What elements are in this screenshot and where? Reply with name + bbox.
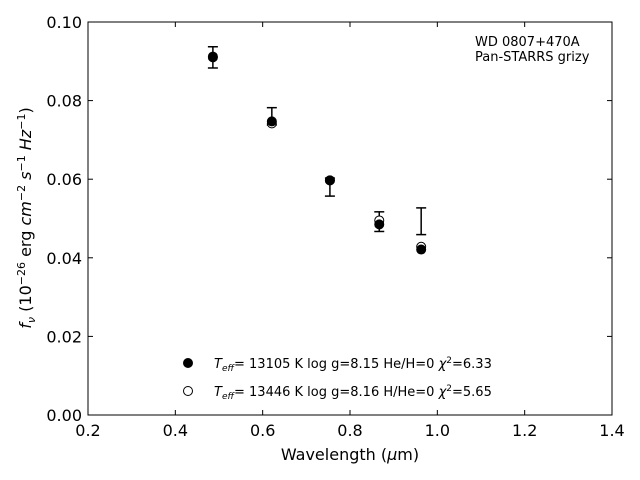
x-tick-label: 1.2 (512, 421, 537, 440)
legend-label-1: Teff= 13105 K log g=8.15 He/H=0 χ2=6.33 (214, 356, 492, 374)
y-axis-label: fν (10−26 erg cm−2 s−1 Hz−1) (15, 107, 38, 328)
axis-ticks: 0.2 0.4 0.6 0.8 1.0 1.2 1.4 0.00 0.02 0.04 0.06 0.0… (46, 13, 624, 440)
y-tick-label: 0.08 (46, 92, 82, 111)
x-tick-label: 0.4 (163, 421, 188, 440)
x-tick-label: 1.4 (599, 421, 624, 440)
annotation-line-2: Pan-STARRS grizy (475, 50, 590, 65)
model-point-filled (324, 175, 335, 186)
model-point-filled (416, 244, 427, 255)
y-tick-label: 0.06 (46, 170, 82, 189)
legend-label-2: Teff= 13446 K log g=8.16 H/He=0 χ2=5.65 (214, 384, 492, 402)
x-tick-label: 0.2 (75, 421, 100, 440)
model-point-filled (207, 52, 218, 63)
model-point-filled (266, 116, 277, 127)
model-point-filled (374, 219, 385, 230)
plot-frame (87, 21, 613, 416)
legend: Teff= 13105 K log g=8.15 He/H=0 χ2=6.33 … (183, 356, 492, 402)
legend-marker-filled (183, 358, 193, 368)
annotation-line-1: WD 0807+470A (475, 35, 580, 50)
x-tick-label: 1.0 (425, 421, 450, 440)
data-points (207, 51, 427, 255)
legend-marker-open (183, 386, 193, 396)
y-tick-label: 0.02 (46, 327, 82, 346)
y-tick-label: 0.00 (46, 406, 82, 425)
x-tick-label: 0.8 (337, 421, 362, 440)
x-tick-label: 0.6 (250, 421, 275, 440)
y-tick-label: 0.04 (46, 249, 82, 268)
x-axis-label: Wavelength (μm) (281, 445, 419, 464)
error-bars (207, 46, 427, 236)
observed-error-bar (416, 207, 427, 236)
y-tick-label: 0.10 (46, 13, 82, 32)
